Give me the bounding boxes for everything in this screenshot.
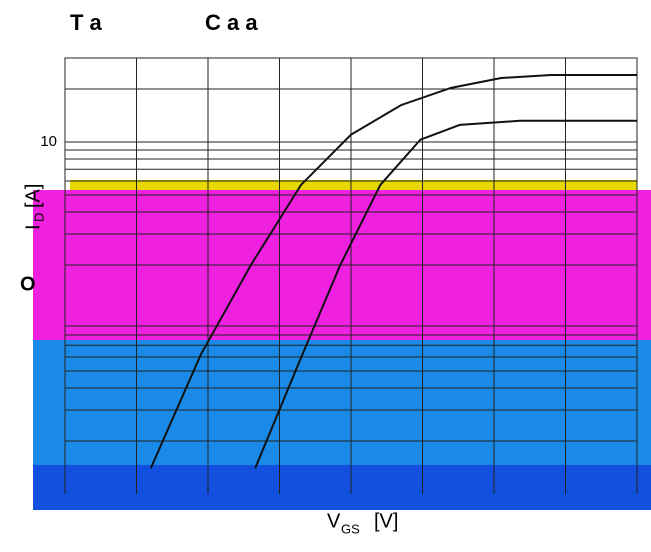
band (33, 340, 651, 470)
band (33, 465, 651, 510)
curve (254, 119, 637, 469)
y-label-symbol: I (22, 224, 44, 230)
y-label-subscript: D (31, 213, 46, 222)
y-axis-label: I D [A] (22, 184, 46, 230)
y-label-unit: [A] (22, 184, 44, 208)
x-label-unit: [V] (374, 510, 398, 532)
y-tick-label: 10 (40, 133, 57, 150)
curve (149, 74, 637, 469)
x-label-subscript: GS (341, 521, 360, 536)
band (70, 180, 637, 190)
x-label-symbol: V (327, 510, 341, 532)
annotation: O (20, 273, 36, 295)
chart-title: C a a (205, 10, 258, 35)
chart-title: T a (70, 10, 103, 35)
